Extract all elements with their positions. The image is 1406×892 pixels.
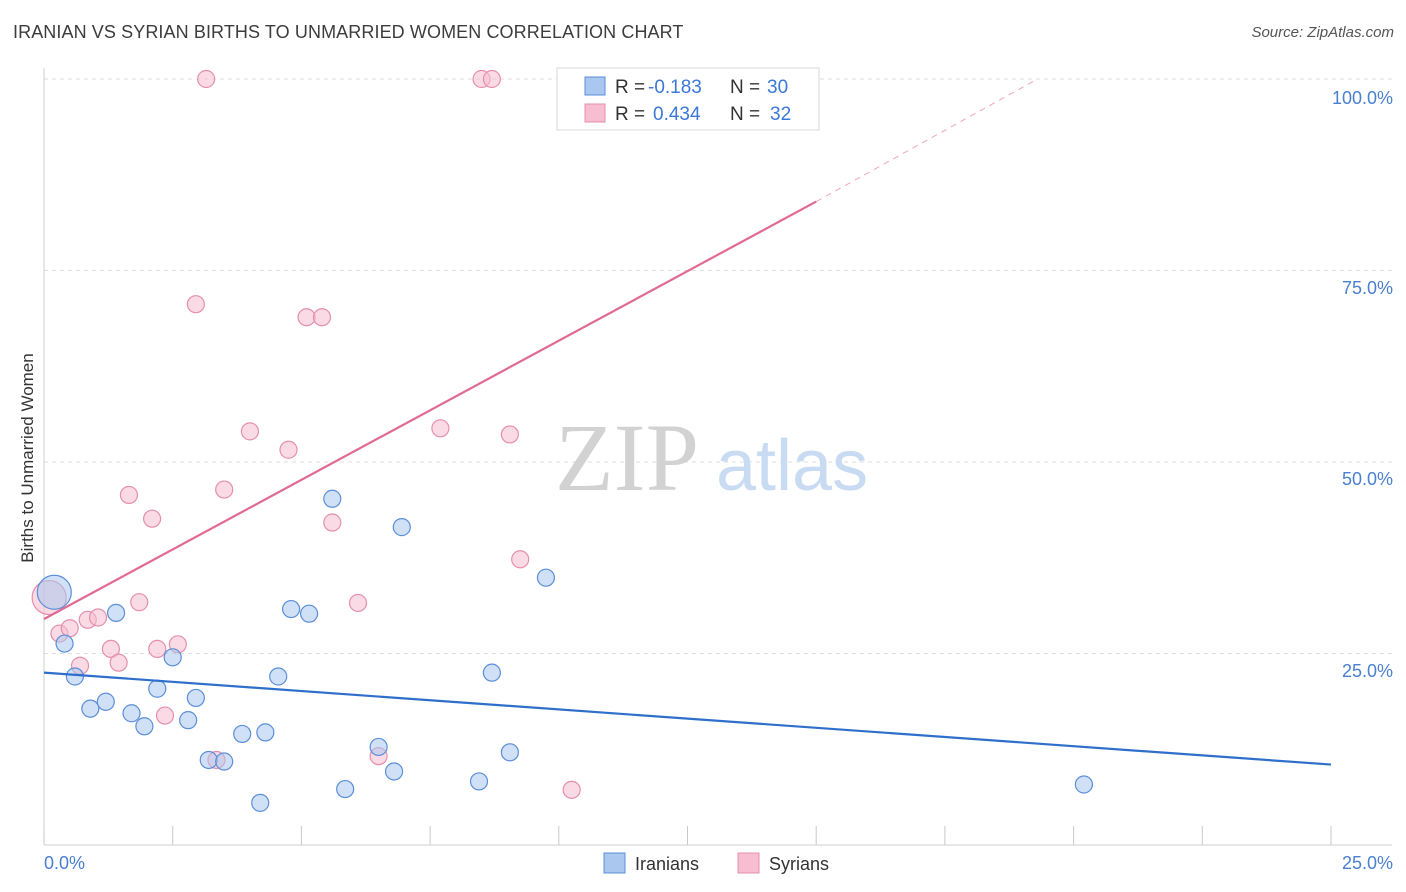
iranians-point: [300, 604, 319, 623]
legend-r-value-syrians: 0.434: [653, 104, 701, 125]
iranians-point: [282, 599, 301, 619]
syrians-point: [215, 480, 234, 499]
trend-lines: [43, 78, 1332, 766]
syrians-point: [60, 619, 79, 638]
iranians-point: [122, 704, 141, 723]
iranians-point: [469, 772, 489, 791]
series-legend: Iranians Syrians: [603, 852, 829, 874]
bottom-legend-label-iranians: Iranians: [635, 854, 699, 874]
iranians-series: [36, 489, 1093, 812]
legend-swatch-iranians: [584, 76, 606, 96]
syrians-point: [101, 639, 121, 659]
iranians-point: [36, 574, 72, 610]
syrians-point: [155, 706, 175, 725]
iranians-point: [148, 679, 167, 698]
y-tick-label: 75.0%: [1342, 278, 1393, 298]
iranians-point: [186, 688, 205, 708]
iranians-point: [369, 737, 388, 757]
syrians-point: [148, 639, 167, 659]
bottom-legend-swatch-iranians: [603, 852, 626, 874]
syrians-point: [482, 69, 501, 89]
iranians-point: [251, 793, 270, 812]
syrians-point: [119, 485, 139, 505]
iranians-point: [215, 752, 234, 771]
iranians-point: [336, 779, 355, 799]
watermark-atlas: atlas: [716, 426, 868, 506]
syrians-series: [31, 69, 581, 799]
iranians-point: [199, 750, 218, 770]
iranians-point: [256, 723, 275, 742]
iranians-point: [392, 518, 411, 537]
iranians-point: [323, 489, 342, 508]
iranians-point: [96, 692, 115, 711]
syrians-trend-line: [43, 200, 817, 620]
legend-n-label: N =: [730, 104, 760, 125]
iranians-point: [269, 667, 288, 686]
bottom-legend-swatch-syrians: [737, 852, 760, 874]
stats-legend: R = -0.183 N = 30 R = 0.434 N = 32: [556, 67, 820, 131]
iranians-point: [81, 699, 100, 718]
y-tick-label: 50.0%: [1342, 469, 1393, 489]
syrians-point: [130, 593, 149, 612]
iranians-point: [106, 603, 126, 623]
y-tick-label: 25.0%: [1342, 661, 1393, 681]
syrians-point: [312, 308, 332, 327]
bottom-legend-label-syrians: Syrians: [769, 854, 829, 874]
x-tick-label: 0.0%: [44, 853, 85, 873]
iranians-point: [384, 762, 404, 781]
syrians-trend-extension: [815, 78, 1038, 202]
legend-r-value-iranians: -0.183: [648, 77, 702, 98]
syrians-point: [186, 295, 205, 314]
syrians-point: [279, 440, 298, 459]
y-tick-label: 100.0%: [1332, 88, 1393, 108]
iranians-point: [179, 711, 198, 730]
syrians-point: [297, 308, 316, 327]
syrians-point: [109, 653, 128, 672]
y-tick-labels: 25.0% 50.0% 75.0% 100.0%: [1332, 88, 1393, 681]
legend-r-label: R =: [615, 77, 645, 98]
iranians-point: [536, 568, 556, 587]
iranians-point: [135, 717, 154, 736]
iranians-point: [500, 743, 519, 762]
syrians-point: [500, 425, 519, 444]
watermark-zip: ZIP: [555, 404, 699, 511]
gridlines: [44, 78, 1392, 654]
syrians-point: [143, 509, 162, 528]
watermark: ZIP atlas: [555, 404, 868, 511]
iranians-point: [163, 648, 182, 667]
iranians-point: [65, 667, 84, 686]
syrians-point: [348, 593, 368, 613]
syrians-point: [323, 513, 342, 532]
iranians-point: [482, 663, 501, 682]
syrians-point: [197, 69, 216, 89]
legend-n-value-syrians: 32: [770, 104, 791, 125]
syrians-point: [511, 550, 530, 569]
legend-r-label: R =: [615, 104, 645, 125]
iranians-point: [233, 724, 252, 744]
chart-title: IRANIAN VS SYRIAN BIRTHS TO UNMARRIED WO…: [13, 22, 684, 42]
iranians-point: [55, 634, 74, 653]
syrians-point: [88, 608, 108, 627]
x-tick-label: 25.0%: [1342, 853, 1393, 873]
syrians-point: [240, 422, 260, 441]
y-axis-label: Births to Unmarried Women: [18, 353, 37, 562]
iranians-point: [1074, 775, 1093, 794]
legend-n-value-iranians: 30: [767, 77, 788, 98]
legend-swatch-syrians: [584, 103, 606, 123]
x-axis-ticks: [43, 826, 1332, 845]
syrians-point: [431, 419, 450, 438]
iranians-trend-line: [43, 671, 1332, 766]
legend-n-label: N =: [730, 77, 760, 98]
syrians-point: [562, 780, 581, 799]
source-credit: Source: ZipAtlas.com: [1251, 24, 1394, 41]
